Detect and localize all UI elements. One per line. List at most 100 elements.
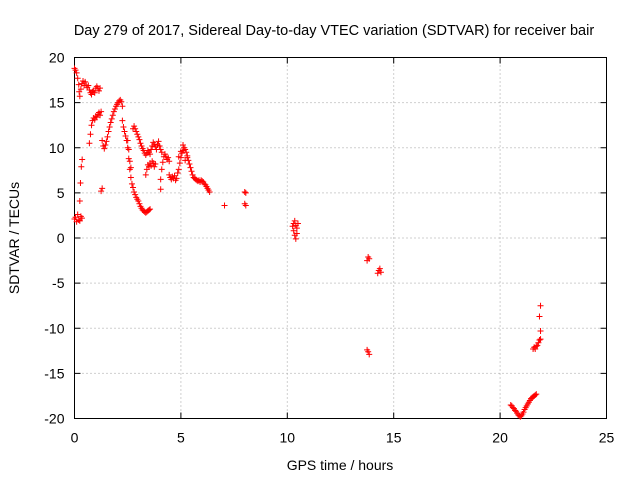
- data-point: [128, 180, 135, 187]
- data-point: [98, 188, 105, 195]
- data-point: [536, 313, 543, 320]
- axis-ticks: [74, 57, 607, 419]
- data-point: [75, 81, 82, 88]
- data-point: [290, 227, 297, 234]
- data-point: [175, 153, 182, 160]
- data-point: [159, 159, 166, 166]
- data-point: [136, 200, 143, 207]
- data-point: [157, 146, 164, 153]
- data-point: [75, 216, 82, 223]
- data-point: [122, 133, 129, 140]
- data-point: [152, 160, 159, 167]
- data-point: [73, 69, 80, 76]
- data-point: [173, 175, 180, 182]
- y-tick-label: -20: [44, 411, 64, 427]
- data-point: [93, 114, 100, 121]
- y-tick-label: 0: [57, 230, 65, 246]
- data-point: [183, 149, 190, 156]
- data-point: [156, 142, 163, 149]
- data-point: [155, 138, 162, 145]
- data-point: [98, 108, 105, 115]
- data-point: [125, 146, 132, 153]
- data-point: [120, 123, 127, 130]
- y-tick-label: 10: [49, 140, 65, 156]
- data-point: [242, 189, 249, 196]
- data-point: [158, 166, 165, 173]
- data-point: [99, 185, 106, 192]
- data-point: [119, 103, 126, 110]
- data-point: [131, 188, 138, 195]
- data-point: [151, 141, 158, 148]
- data-point: [187, 164, 194, 171]
- data-point: [87, 131, 94, 138]
- data-point: [175, 166, 182, 173]
- data-point: [97, 112, 104, 119]
- data-point: [97, 85, 104, 92]
- data-point: [82, 78, 89, 85]
- data-point: [374, 270, 381, 277]
- data-point: [76, 93, 83, 100]
- data-point: [158, 149, 165, 156]
- data-point: [533, 391, 540, 398]
- data-point: [102, 142, 109, 149]
- data-point: [137, 140, 144, 147]
- x-tick-label: 25: [599, 430, 615, 446]
- data-point: [161, 151, 168, 158]
- data-point: [111, 105, 118, 112]
- data-point: [133, 128, 140, 135]
- data-point: [95, 87, 102, 94]
- data-point: [88, 122, 95, 129]
- data-point: [74, 211, 81, 218]
- data-point: [366, 351, 373, 358]
- grid: [74, 57, 607, 419]
- data-point: [103, 138, 110, 145]
- data-point: [132, 125, 139, 132]
- data-point: [88, 91, 95, 98]
- data-point: [119, 117, 126, 124]
- data-point: [182, 146, 189, 153]
- y-tick-label: -5: [52, 275, 65, 291]
- data-series: [71, 65, 544, 420]
- chart-title: Day 279 of 2017, Sidereal Day-to-day VTE…: [74, 23, 595, 39]
- data-point: [131, 123, 138, 130]
- data-point: [166, 171, 173, 178]
- data-point: [148, 146, 155, 153]
- data-point: [157, 176, 164, 183]
- x-tick-label: 20: [492, 430, 508, 446]
- data-point: [289, 223, 296, 230]
- x-axis-label: GPS time / hours: [287, 457, 394, 473]
- x-tick-label: 0: [71, 430, 79, 446]
- data-point: [110, 108, 117, 115]
- data-point: [365, 348, 372, 355]
- data-point: [142, 171, 149, 178]
- data-point: [180, 142, 187, 149]
- y-tick-label: 20: [49, 50, 65, 66]
- data-point: [91, 89, 98, 96]
- data-point: [85, 82, 92, 89]
- data-point: [79, 156, 86, 163]
- data-point: [132, 191, 139, 198]
- data-point: [206, 188, 213, 195]
- data-point: [127, 174, 134, 181]
- data-point: [74, 75, 81, 82]
- data-point: [124, 137, 131, 144]
- data-point: [532, 346, 539, 353]
- x-tick-label: 5: [177, 430, 185, 446]
- data-point: [78, 215, 85, 222]
- data-point: [292, 235, 299, 242]
- data-point: [106, 123, 113, 130]
- data-point: [147, 206, 154, 213]
- data-point: [533, 343, 540, 350]
- data-point: [189, 171, 196, 178]
- data-point: [105, 128, 112, 135]
- data-point: [293, 230, 300, 237]
- data-point: [537, 302, 544, 309]
- data-point: [72, 67, 79, 74]
- data-point: [166, 158, 173, 165]
- data-point: [537, 327, 544, 334]
- y-tick-label: -15: [44, 365, 64, 381]
- data-point: [127, 164, 134, 171]
- data-point: [126, 158, 133, 165]
